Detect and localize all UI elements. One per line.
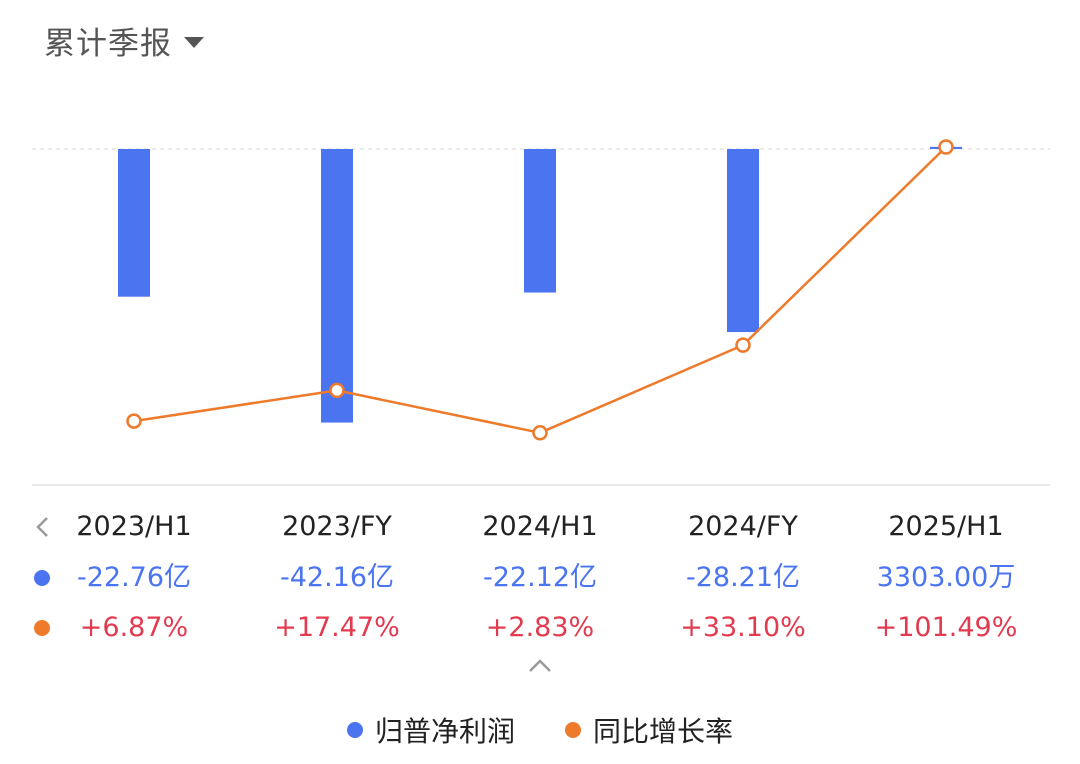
period-label-2025/H1[interactable]: 2025/H1 [888, 511, 1004, 542]
caret-down-icon [184, 37, 204, 48]
period-label-2023/FY[interactable]: 2023/FY [282, 511, 392, 542]
report-type-label: 累计季报 [44, 26, 172, 62]
legend-dot-growth-icon [565, 722, 581, 738]
growth-value-2024/H1: +2.83% [485, 612, 595, 643]
profit-chart [32, 139, 1050, 486]
profit-value-2023/H1: -22.76亿 [76, 562, 192, 593]
chevron-left-icon[interactable] [30, 513, 54, 541]
growth-dot-icon [34, 620, 50, 636]
chevron-up-icon[interactable] [526, 654, 554, 678]
growth-value-2023/FY: +17.47% [274, 612, 400, 643]
profit-value-2023/FY: -42.16亿 [279, 562, 395, 593]
profit-value-2024/H1: -22.12亿 [482, 562, 598, 593]
period-row: 2023/H1 2023/FY 2024/H1 2024/FY 2025/H1 [0, 505, 1080, 549]
growth-point-2023/FY [329, 382, 345, 399]
growth-point-2024/H1 [532, 425, 548, 441]
growth-value-row: +6.87% +17.47% +2.83% +33.10% +101.49% [0, 606, 1080, 650]
legend-label-growth: 同比增长率 [593, 715, 734, 748]
legend-dot-profit-icon [346, 722, 363, 738]
bar-2024/H1 [524, 149, 556, 293]
bar-2023/FY [321, 149, 353, 423]
period-label-2023/H1[interactable]: 2023/H1 [76, 511, 192, 542]
growth-value-2023/H1: +6.87% [79, 612, 189, 643]
legend-label-profit: 归普净利润 [374, 715, 515, 748]
legend: 归普净利润 同比增长率 [0, 708, 1080, 752]
legend-item-profit[interactable]: 归普净利润 [346, 710, 515, 750]
profit-value-2024/FY: -28.21亿 [685, 562, 801, 593]
report-type-dropdown[interactable]: 累计季报 [44, 18, 204, 63]
growth-point-2024/FY [735, 337, 751, 353]
legend-item-growth[interactable]: 同比增长率 [565, 710, 733, 750]
growth-value-2025/H1: +101.49% [874, 612, 1018, 643]
period-label-2024/H1[interactable]: 2024/H1 [482, 511, 598, 542]
growth-point-2025/H1 [938, 139, 954, 155]
period-label-2024/FY[interactable]: 2024/FY [688, 511, 798, 542]
bar-2024/FY [727, 149, 759, 333]
profit-value-2025/H1: 3303.00万 [876, 562, 1016, 593]
profit-dot-icon [34, 570, 50, 586]
bar-2023/H1 [118, 149, 150, 297]
profit-value-row: -22.76亿 -42.16亿 -22.12亿 -28.21亿 3303.00万 [0, 556, 1080, 600]
growth-value-2024/FY: +33.10% [680, 612, 806, 643]
growth-point-2023/H1 [126, 413, 142, 429]
